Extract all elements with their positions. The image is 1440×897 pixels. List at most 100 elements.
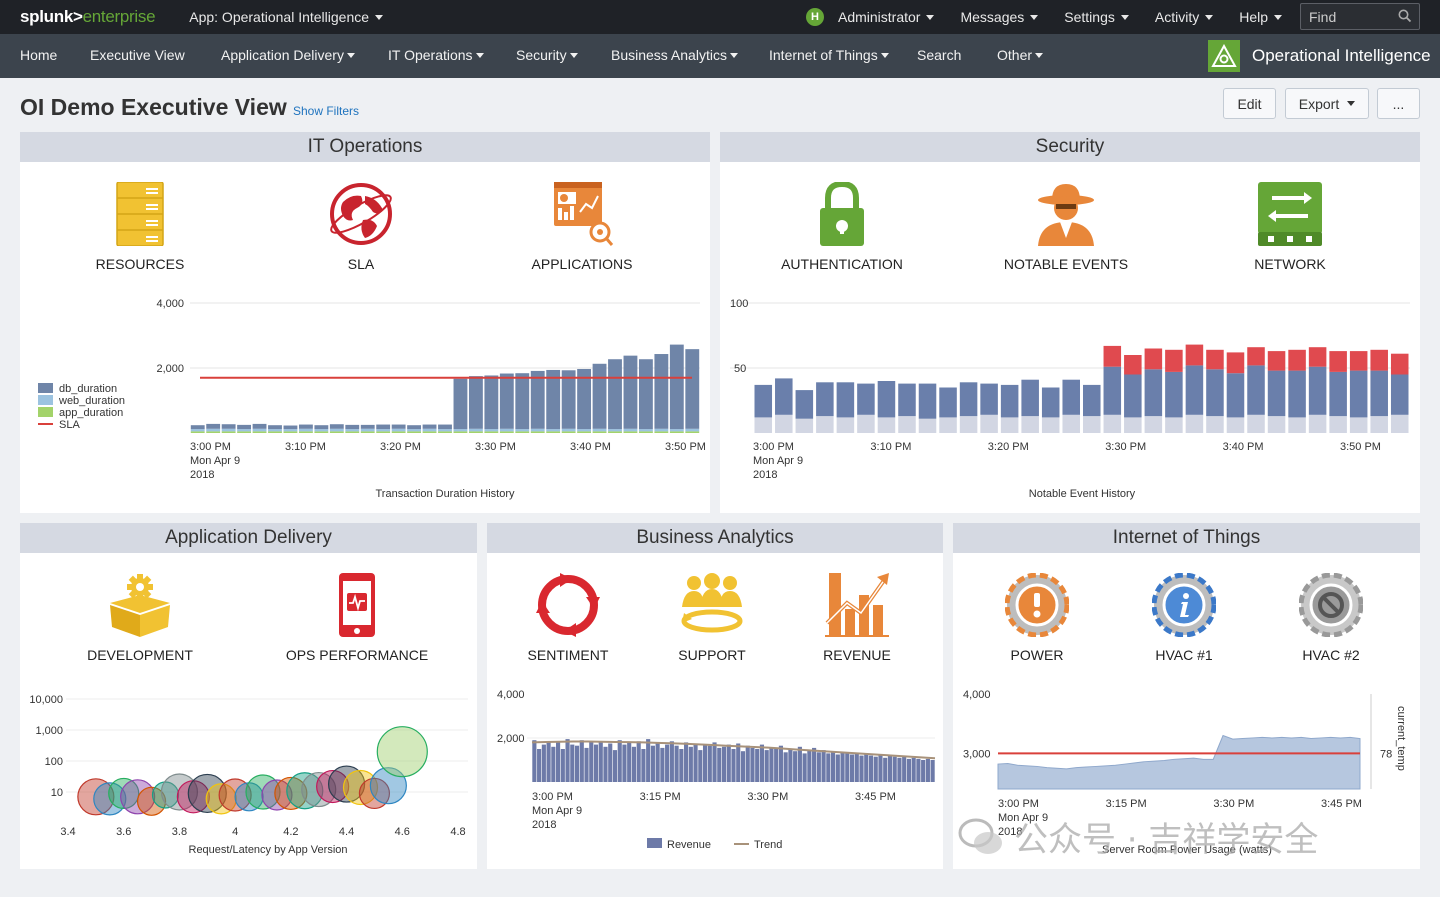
x-tick-label: 3:45 PM <box>1321 798 1362 810</box>
icon-notable-events[interactable]: NOTABLE EVENTS <box>986 182 1146 272</box>
export-button[interactable]: Export <box>1285 88 1369 119</box>
menu-help[interactable]: Help <box>1239 9 1283 25</box>
icon-sentiment[interactable]: SENTIMENT <box>488 573 648 663</box>
nav-search[interactable]: Search <box>917 47 961 63</box>
bar-segment <box>515 373 530 430</box>
menu-settings[interactable]: Settings <box>1064 9 1129 25</box>
icon-label: NETWORK <box>1254 256 1326 272</box>
edit-button[interactable]: Edit <box>1223 88 1276 119</box>
legend-label: app_duration <box>59 407 123 419</box>
icon-ops-performance[interactable]: OPS PERFORMANCE <box>277 573 437 663</box>
splunk-logo[interactable]: splunk>enterprise <box>20 7 156 27</box>
bar-segment <box>1226 352 1245 374</box>
menu-messages[interactable]: Messages <box>960 9 1039 25</box>
bar-segment <box>546 431 561 433</box>
icon-label: SENTIMENT <box>527 647 609 663</box>
bar-segment <box>1083 384 1101 417</box>
bar-segment <box>190 425 205 430</box>
icon-support[interactable]: SUPPORT <box>632 573 792 663</box>
bar-segment <box>298 428 313 432</box>
bar-segment <box>283 425 298 430</box>
revenue-bar <box>655 742 660 782</box>
icon-hvac-2[interactable]: HVAC #2 <box>1251 573 1411 663</box>
icon-revenue[interactable]: REVENUE <box>777 573 937 663</box>
bar-segment <box>795 390 814 419</box>
x-tick-label: 3:00 PM <box>753 441 794 453</box>
revenue-bar <box>617 740 622 782</box>
bar-segment <box>329 431 344 433</box>
find-input[interactable]: Find <box>1300 3 1420 30</box>
icon-network[interactable]: NETWORK <box>1210 182 1370 272</box>
nav-application-delivery[interactable]: Application Delivery <box>221 47 355 63</box>
nav-security[interactable]: Security <box>516 47 578 63</box>
bar-segment <box>515 429 530 432</box>
bar-segment <box>608 429 622 432</box>
bar-segment <box>1267 351 1286 371</box>
icon-hvac-1[interactable]: HVAC #1 <box>1104 573 1264 663</box>
icon-resources[interactable]: RESOURCES <box>60 182 220 272</box>
bar-segment <box>654 431 669 433</box>
x-tick-label: 3.6 <box>116 826 131 838</box>
revenue-bar <box>764 750 769 782</box>
bar-segment <box>499 373 514 429</box>
x-tick-label: 3:30 PM <box>475 441 516 453</box>
icon-applications[interactable]: APPLICATIONS <box>502 182 662 272</box>
bar-segment <box>592 431 607 433</box>
nav-other[interactable]: Other <box>997 47 1044 63</box>
x-tick-label: 3:30 PM <box>1213 798 1254 810</box>
revenue-bar <box>674 745 679 782</box>
bar-segment <box>775 414 793 433</box>
bar-segment <box>530 370 545 429</box>
more-button[interactable]: ... <box>1377 88 1420 119</box>
icon-label: POWER <box>1010 647 1064 663</box>
avatar[interactable]: H <box>806 8 824 26</box>
y-tick-label: 4,000 <box>497 689 525 701</box>
show-filters-link[interactable]: Show Filters <box>293 104 360 118</box>
revenue-bar <box>641 749 646 782</box>
nav-internet-of-things[interactable]: Internet of Things <box>769 47 889 63</box>
bar-segment <box>221 428 236 432</box>
bar-segment <box>268 425 282 430</box>
icon-sla[interactable]: SLA <box>281 182 441 272</box>
bar-segment <box>468 431 483 433</box>
revenue-bar <box>840 752 845 782</box>
nav-it-operations[interactable]: IT Operations <box>388 47 484 63</box>
bar-segment <box>1124 417 1142 433</box>
bar-segment <box>268 431 282 433</box>
bar-segment <box>918 418 937 433</box>
bar-segment <box>360 428 375 432</box>
revenue-bar <box>598 741 603 782</box>
x-tick-label: 3:50 PM <box>665 441 706 453</box>
bar-segment <box>376 424 391 430</box>
legend-label: Trend <box>754 839 782 851</box>
icon-development[interactable]: DEVELOPMENT <box>60 573 220 663</box>
revenue-bar <box>859 755 864 782</box>
x-tick-label: 4.4 <box>339 826 354 838</box>
bar-segment <box>1124 355 1142 375</box>
bar-segment <box>1185 344 1204 366</box>
nav-business-analytics[interactable]: Business Analytics <box>611 47 738 63</box>
x-tick-label: 3:40 PM <box>570 441 611 453</box>
menu-administrator[interactable]: Administrator <box>838 9 935 25</box>
legend-label: Revenue <box>667 839 711 851</box>
revenue-bar <box>721 746 727 782</box>
right-axis-label: current_temp <box>1395 706 1407 771</box>
bar-segment <box>1247 347 1265 366</box>
app-brand: Operational Intelligence <box>1208 40 1431 72</box>
panel-title: Application Delivery <box>20 523 477 553</box>
nav-executive-view[interactable]: Executive View <box>90 47 185 63</box>
panel-security: Security AUTHENTICATION NOTABLE EVENTS <box>720 132 1420 513</box>
menu-activity[interactable]: Activity <box>1155 9 1214 25</box>
scatter-bubble <box>108 777 140 810</box>
icon-authentication[interactable]: AUTHENTICATION <box>762 182 922 272</box>
bar-segment <box>959 416 978 433</box>
app-switcher[interactable]: App: Operational Intelligence <box>189 9 384 25</box>
bar-segment <box>577 431 592 433</box>
icon-power[interactable]: POWER <box>957 573 1117 663</box>
bar-segment <box>484 429 499 432</box>
revenue-bar <box>717 747 722 782</box>
revenue-bar <box>740 751 746 782</box>
bar-segment <box>1247 414 1265 433</box>
bar-segment <box>898 416 916 433</box>
nav-home[interactable]: Home <box>20 47 57 63</box>
